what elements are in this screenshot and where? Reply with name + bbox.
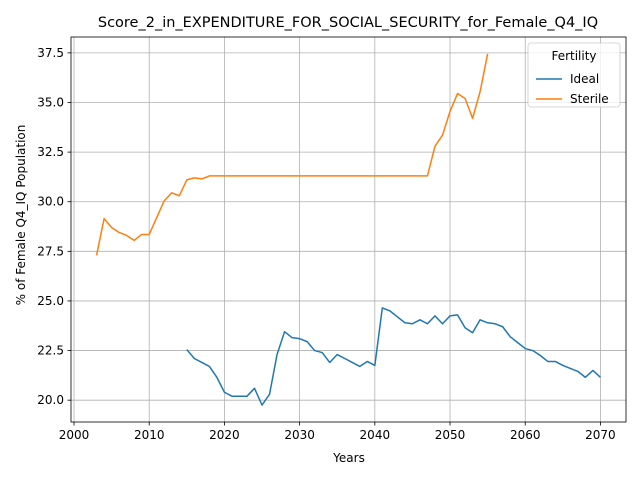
- series-line-ideal: [186, 307, 601, 406]
- y-tick-label: 20.0: [37, 393, 64, 407]
- legend-box: [527, 42, 621, 108]
- series-line-sterile: [95, 53, 489, 256]
- chart-title: Score_2_in_EXPENDITURE_FOR_SOCIAL_SECURI…: [98, 15, 598, 31]
- x-tick-label: 2070: [585, 428, 616, 442]
- x-tick-label: 2000: [59, 428, 90, 442]
- x-tick-label: 2020: [209, 428, 240, 442]
- y-tick-label: 30.0: [37, 195, 64, 209]
- legend: Fertility Ideal Sterile: [527, 42, 621, 108]
- y-tick-label: 22.5: [37, 344, 64, 358]
- grid: [71, 37, 626, 422]
- x-tick-label: 2030: [284, 428, 315, 442]
- x-tick-label: 2060: [510, 428, 541, 442]
- x-tick-label: 2010: [134, 428, 165, 442]
- legend-title: Fertility: [551, 49, 596, 63]
- x-axis-label: Years: [332, 451, 365, 465]
- x-axis-ticks: 2000 2010 2020 2030 2040 2050 2060 2070: [59, 422, 616, 442]
- x-tick-label: 2040: [360, 428, 391, 442]
- y-tick-label: 27.5: [37, 244, 64, 258]
- y-tick-label: 25.0: [37, 294, 64, 308]
- series-group: [95, 53, 601, 406]
- y-tick-label: 32.5: [37, 145, 64, 159]
- plot-frame: [70, 36, 627, 423]
- y-axis-ticks: 20.0 22.5 25.0 27.5 30.0 32.5 35.0 37.5: [37, 46, 71, 407]
- y-tick-label: 37.5: [37, 46, 64, 60]
- y-axis-label: % of Female Q4_IQ Population: [14, 125, 28, 306]
- y-tick-label: 35.0: [37, 95, 64, 109]
- legend-label-sterile: Sterile: [570, 92, 609, 106]
- x-tick-label: 2050: [435, 428, 466, 442]
- legend-label-ideal: Ideal: [570, 72, 599, 86]
